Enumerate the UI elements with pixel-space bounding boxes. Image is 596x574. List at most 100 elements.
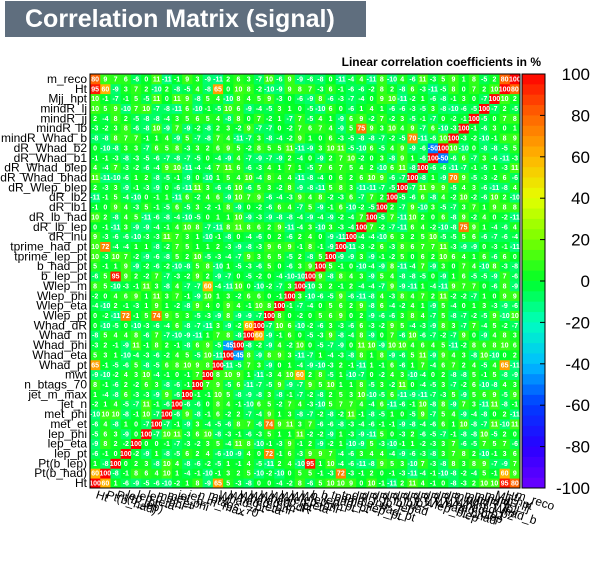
heatmap-cell-label: -6: [430, 136, 436, 143]
heatmap-cell-label: 11: [173, 96, 181, 103]
colorbar-segment: [522, 208, 545, 220]
heatmap-cell-label: -8: [102, 461, 108, 468]
heatmap-cell-label: -9: [307, 145, 313, 152]
heatmap-cell: [438, 231, 449, 242]
heatmap-cell-label: 4: [390, 145, 394, 152]
heatmap-cell-label: -6: [512, 441, 518, 448]
heatmap-cell: [427, 281, 439, 292]
heatmap-cell-label: -10: [356, 145, 366, 152]
heatmap-cell-label: -5: [184, 205, 190, 212]
heatmap-cell: [161, 93, 173, 104]
heatmap-cell-label: -4: [481, 323, 487, 330]
heatmap-cell-label: -3: [235, 481, 241, 488]
heatmap-cell: [438, 192, 449, 203]
heatmap-cell-label: 7: [462, 402, 466, 409]
colorbar-segment: [522, 332, 545, 344]
heatmap-cell-label: 8: [359, 352, 363, 359]
heatmap-cell-label: -1: [133, 185, 139, 192]
heatmap-cell-label: 0: [288, 471, 292, 478]
heatmap-cell: [489, 231, 500, 242]
heatmap-cell: [294, 172, 306, 183]
heatmap-cell: [407, 103, 419, 114]
heatmap-cell-label: -4: [338, 451, 344, 458]
heatmap-cell-label: -3: [440, 392, 446, 399]
heatmap-cell: [264, 320, 275, 331]
heatmap-cell: [141, 152, 152, 164]
heatmap-cell: [315, 123, 326, 134]
heatmap-cell-label: 4: [318, 116, 322, 123]
heatmap-cell: [284, 478, 296, 489]
heatmap-cell-label: 1: [196, 244, 200, 251]
heatmap-cell-label: -4: [297, 155, 303, 162]
heatmap-cell-label: -8: [461, 431, 467, 438]
heatmap-cell: [509, 330, 521, 341]
heatmap-cell-label: -5: [266, 106, 272, 113]
heatmap-cell: [264, 143, 275, 154]
heatmap-cell-label: 9: [277, 224, 281, 231]
heatmap-cell-label: -1: [491, 471, 497, 478]
heatmap-cell-label: 4: [124, 372, 128, 379]
heatmap-cell: [120, 182, 132, 193]
heatmap-cell-label: -1: [174, 343, 180, 350]
heatmap-cell-label: 8: [236, 421, 240, 428]
heatmap-cell-label: 0: [472, 333, 476, 340]
heatmap-cell-label: -10: [100, 323, 110, 330]
heatmap-cell: [130, 281, 142, 292]
heatmap-cell: [120, 93, 132, 104]
heatmap-cell: [264, 192, 275, 203]
heatmap-cell: [212, 320, 224, 331]
heatmap-cell-label: 5: [103, 333, 107, 340]
heatmap-cell-label: 0: [144, 441, 148, 448]
heatmap-cell-label: -6: [133, 126, 139, 133]
heatmap-cell: [438, 123, 449, 134]
y-tick-label: mindR_lb: [36, 121, 87, 135]
heatmap-cell: [100, 428, 111, 440]
heatmap-cell-label: -6: [174, 185, 180, 192]
heatmap-cell: [100, 221, 111, 233]
heatmap-cell: [274, 152, 285, 164]
heatmap-cell: [130, 143, 142, 154]
heatmap-cell: [243, 192, 255, 203]
heatmap-cell: [161, 438, 173, 449]
heatmap-cell-label: 6: [349, 116, 353, 123]
heatmap-cell-label: 0: [196, 175, 200, 182]
heatmap-cell-label: -7: [430, 333, 436, 340]
heatmap-cell: [345, 221, 357, 233]
heatmap-cell-label: 10: [91, 106, 99, 113]
heatmap-cell-label: -10: [121, 352, 131, 359]
heatmap-cell: [427, 133, 439, 144]
heatmap-cell: [386, 369, 398, 380]
heatmap-cell: [427, 409, 439, 420]
heatmap-cell: [448, 409, 459, 420]
heatmap-cell: [151, 241, 163, 252]
heatmap-cell-label: -5: [184, 86, 190, 93]
heatmap-cell-label: 100: [458, 126, 470, 133]
heatmap-cell-label: -4: [358, 421, 364, 428]
heatmap-cell-label: 9: [308, 382, 312, 389]
heatmap-cell: [182, 359, 193, 371]
heatmap-cell: [284, 438, 296, 449]
heatmap-cell-label: -5: [368, 382, 374, 389]
heatmap-cell-label: 9: [492, 313, 496, 320]
heatmap-cell: [315, 231, 326, 242]
heatmap-cell: [100, 389, 111, 400]
heatmap-cell-label: 5: [257, 185, 261, 192]
heatmap-cell: [90, 281, 101, 292]
heatmap-cell-label: 2: [308, 441, 312, 448]
heatmap-cell: [223, 330, 234, 341]
heatmap-cell: [110, 438, 122, 449]
heatmap-cell: [335, 290, 347, 302]
heatmap-cell: [284, 143, 296, 154]
heatmap-cell-label: -10: [479, 264, 489, 271]
heatmap-cell: [202, 261, 214, 272]
heatmap-cell-label: -11: [367, 185, 377, 192]
heatmap-cell: [407, 241, 419, 252]
heatmap-cell: [264, 231, 275, 242]
heatmap-cell: [407, 123, 419, 134]
heatmap-cell-label: 2: [93, 116, 97, 123]
heatmap-cell: [468, 271, 480, 282]
heatmap-cell-label: 4: [329, 126, 333, 133]
heatmap-cell: [345, 300, 357, 311]
heatmap-cell-label: 10: [480, 481, 488, 488]
heatmap-cell: [264, 123, 275, 134]
